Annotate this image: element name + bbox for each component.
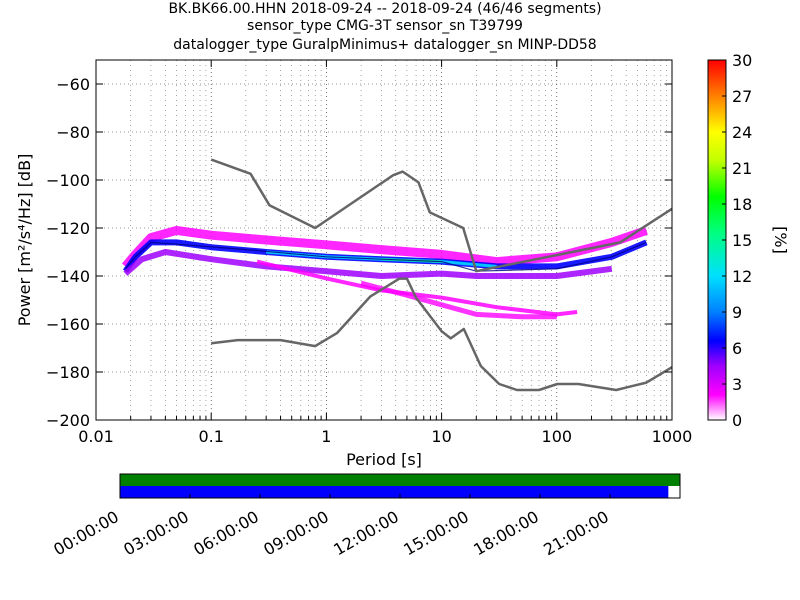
y-tick-label: −80 bbox=[56, 123, 90, 142]
colorbar-tick-label: 15 bbox=[732, 231, 752, 250]
timeline-tick-label: 09:00:00 bbox=[260, 507, 332, 559]
timeline-panel: 00:00:0003:00:0006:00:0009:00:0012:00:00… bbox=[50, 473, 681, 559]
y-tick-label: −120 bbox=[46, 219, 90, 238]
colorbar-tick-label: 3 bbox=[732, 375, 742, 394]
colorbar-tick-label: 30 bbox=[732, 51, 752, 70]
y-tick-label: −160 bbox=[46, 315, 90, 334]
chart-title-line-3: datalogger_type GuralpMinimus+ datalogge… bbox=[173, 37, 597, 53]
y-tick-label: −200 bbox=[46, 411, 90, 430]
chart-title-line-1: BK.BK66.00.HHN 2018-09-24 -- 2018-09-24 … bbox=[168, 1, 602, 17]
timeline-tick-label: 06:00:00 bbox=[190, 507, 262, 559]
colorbar-tick-label: 21 bbox=[732, 159, 752, 178]
density-band-lowest-tail bbox=[360, 280, 557, 320]
colorbar-tick-label: 6 bbox=[732, 339, 742, 358]
noise-model-nlnm bbox=[211, 277, 673, 392]
colorbar-tick-label: 9 bbox=[732, 303, 742, 322]
x-tick-label: 1000 bbox=[652, 427, 693, 446]
timeline-tick-label: 21:00:00 bbox=[540, 507, 612, 559]
y-axis-label: Power [m²/s⁴/Hz] [dB] bbox=[15, 154, 34, 327]
timeline-bar-used bbox=[120, 486, 669, 498]
colorbar-label: [%] bbox=[771, 226, 790, 254]
colorbar-tick-label: 27 bbox=[732, 87, 752, 106]
noise-model-nhnm bbox=[210, 158, 673, 273]
y-tick-label: −140 bbox=[46, 267, 90, 286]
x-tick-label: 0.1 bbox=[198, 427, 223, 446]
colorbar-tick-label: 24 bbox=[732, 123, 752, 142]
colorbar: 0 3 6 9 12 15 18 21 24 27 30 [%] bbox=[707, 51, 790, 430]
colorbar-tick-label: 18 bbox=[732, 195, 752, 214]
colorbar-tick-label: 0 bbox=[732, 411, 742, 430]
timeline-tick-label: 03:00:00 bbox=[120, 507, 192, 559]
y-tick-label: −180 bbox=[46, 363, 90, 382]
ppsd-density-layer bbox=[121, 225, 648, 320]
y-tick-label: −60 bbox=[56, 75, 90, 94]
x-tick-label: 10 bbox=[431, 427, 451, 446]
timeline-tick-label: 18:00:00 bbox=[470, 507, 542, 559]
density-mode-line bbox=[124, 241, 647, 272]
x-tick-label: 0.01 bbox=[78, 427, 114, 446]
density-band-lower bbox=[123, 249, 613, 279]
x-tick-label: 100 bbox=[542, 427, 573, 446]
timeline-tick-label: 15:00:00 bbox=[400, 507, 472, 559]
axes-layer: 0.01 0.1 1 10 100 1000 −60 −80 −100 −120 −140 −160 −… bbox=[15, 60, 692, 469]
plot-frame bbox=[95, 59, 673, 421]
x-axis-label: Period [s] bbox=[346, 450, 422, 469]
timeline-bar-available bbox=[120, 474, 680, 486]
y-tick-label: −100 bbox=[46, 171, 90, 190]
chart-title-line-2: sensor_type CMG-3T sensor_sn T39799 bbox=[247, 18, 523, 34]
plot-grid bbox=[95, 60, 672, 421]
density-band-upper bbox=[121, 225, 648, 270]
timeline-tick-label: 12:00:00 bbox=[330, 507, 402, 559]
timeline-tick-label: 00:00:00 bbox=[50, 507, 122, 559]
colorbar-tick-label: 12 bbox=[732, 267, 752, 286]
x-tick-label: 1 bbox=[321, 427, 331, 446]
noise-model-layer bbox=[210, 158, 673, 392]
